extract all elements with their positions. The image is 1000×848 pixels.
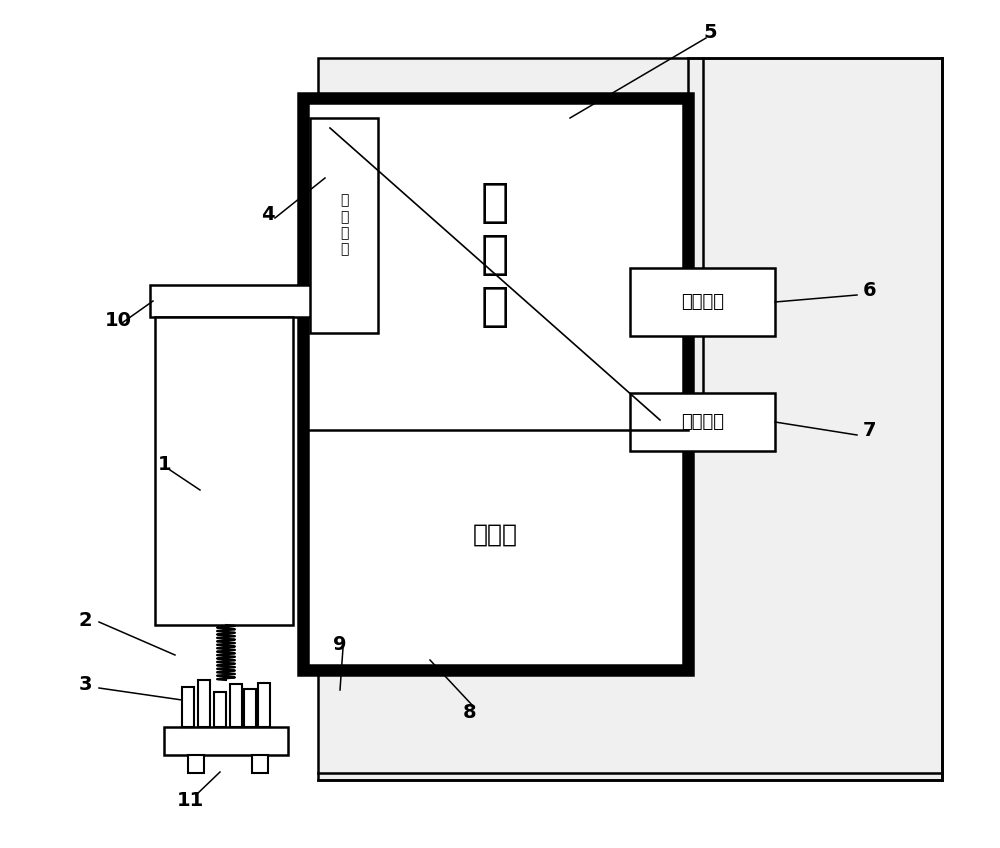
Text: 锁芯部: 锁芯部 (473, 523, 518, 547)
Text: 5: 5 (703, 23, 717, 42)
Bar (630, 268, 775, 336)
Text: 锁
结
构: 锁 结 构 (481, 181, 509, 330)
Bar (155, 317, 293, 625)
Bar (244, 689, 256, 727)
Text: 7: 7 (863, 421, 877, 439)
Text: 3: 3 (78, 676, 92, 695)
Text: 6: 6 (863, 281, 877, 299)
Text: 9: 9 (333, 635, 347, 655)
Text: 4: 4 (261, 205, 275, 225)
Text: 1: 1 (158, 455, 172, 475)
Text: 识
别
装
置: 识 别 装 置 (340, 193, 348, 256)
Bar (188, 755, 204, 773)
Bar (252, 755, 268, 773)
Bar (303, 98, 688, 670)
Bar (258, 683, 270, 727)
Bar (310, 118, 378, 333)
Bar (214, 692, 226, 727)
Text: 微处理器: 微处理器 (682, 293, 724, 311)
Text: 11: 11 (176, 790, 204, 810)
Bar (318, 58, 942, 780)
Text: 8: 8 (463, 702, 477, 722)
Text: 10: 10 (104, 310, 132, 330)
Bar (164, 727, 288, 755)
Text: 2: 2 (78, 611, 92, 629)
Bar (630, 393, 775, 451)
Bar (150, 285, 313, 317)
Bar (230, 684, 242, 727)
Text: 驱动电机: 驱动电机 (682, 413, 724, 431)
Bar (182, 687, 194, 727)
Bar (198, 680, 210, 727)
